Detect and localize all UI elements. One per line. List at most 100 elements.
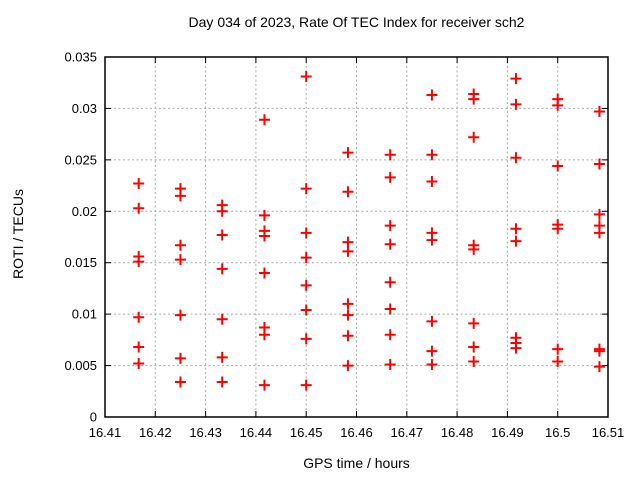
data-point-marker	[133, 358, 145, 370]
data-point-marker	[300, 333, 312, 345]
data-point-marker	[258, 329, 270, 341]
data-point-marker	[258, 114, 270, 126]
chart-title: Day 034 of 2023, Rate Of TEC Index for r…	[188, 14, 525, 30]
y-tick-label: 0.02	[72, 204, 97, 219]
data-point-marker	[426, 149, 438, 161]
data-point-marker	[342, 147, 354, 159]
data-point-marker	[174, 352, 186, 364]
x-tick-label: 16.44	[240, 425, 273, 440]
data-point-marker	[342, 245, 354, 257]
data-point-marker	[258, 267, 270, 279]
x-tick-label: 16.42	[139, 425, 172, 440]
plot-border	[104, 56, 609, 418]
data-point-marker	[133, 256, 145, 268]
data-point-marker	[510, 235, 522, 247]
x-tick-label: 16.45	[290, 425, 323, 440]
data-point-marker	[510, 342, 522, 354]
data-point-marker	[342, 186, 354, 198]
data-point-marker	[426, 234, 438, 246]
data-point-marker	[174, 376, 186, 388]
data-point-marker	[426, 315, 438, 327]
data-point-marker	[468, 93, 480, 105]
x-tick-label: 16.46	[340, 425, 373, 440]
y-tick-label: 0.035	[64, 50, 97, 65]
data-point-marker	[552, 160, 564, 172]
data-point-marker	[384, 303, 396, 315]
data-point-marker	[174, 254, 186, 266]
x-tick-label: 16.49	[491, 425, 524, 440]
y-tick-label: 0.03	[72, 101, 97, 116]
data-point-marker	[216, 229, 228, 241]
data-point-marker	[426, 345, 438, 357]
data-point-marker	[593, 106, 605, 118]
y-tick-label: 0.025	[64, 152, 97, 167]
data-point-marker	[342, 360, 354, 372]
data-point-marker	[384, 171, 396, 183]
data-point-marker	[426, 175, 438, 187]
data-point-marker	[300, 227, 312, 239]
data-point-marker	[593, 158, 605, 170]
data-point-marker	[593, 345, 605, 357]
data-point-marker	[342, 330, 354, 342]
y-tick-label: 0.005	[64, 358, 97, 373]
data-point-marker	[342, 298, 354, 310]
data-point-marker	[300, 379, 312, 391]
data-point-marker	[258, 379, 270, 391]
data-point-marker	[384, 359, 396, 371]
data-point-marker	[426, 359, 438, 371]
data-point-marker	[384, 329, 396, 341]
data-point-marker	[216, 263, 228, 275]
data-point-marker	[384, 276, 396, 288]
x-tick-label: 16.43	[189, 425, 222, 440]
data-point-marker	[174, 190, 186, 202]
data-point-marker	[468, 131, 480, 143]
data-point-marker	[133, 178, 145, 190]
data-point-marker	[216, 313, 228, 325]
y-tick-label: 0.015	[64, 255, 97, 270]
x-tick-label: 16.48	[441, 425, 474, 440]
data-point-marker	[300, 252, 312, 264]
x-tick-label: 16.51	[592, 425, 625, 440]
x-tick-label: 16.47	[391, 425, 424, 440]
data-point-marker	[468, 341, 480, 353]
data-point-marker	[552, 99, 564, 111]
x-tick-label: 16.5	[545, 425, 570, 440]
y-tick-label: 0.01	[72, 307, 97, 322]
data-point-marker	[216, 205, 228, 217]
data-point-marker	[300, 279, 312, 291]
data-point-marker	[216, 351, 228, 363]
data-point-marker	[300, 304, 312, 316]
data-point-marker	[510, 223, 522, 235]
data-point-marker	[468, 355, 480, 367]
x-axis-label: GPS time / hours	[303, 455, 410, 471]
data-point-marker	[468, 317, 480, 329]
data-point-marker	[258, 209, 270, 221]
data-point-marker	[593, 208, 605, 220]
data-point-marker	[510, 98, 522, 110]
x-tick-label: 16.41	[89, 425, 122, 440]
data-point-marker	[300, 183, 312, 195]
data-point-marker	[300, 71, 312, 83]
data-point-marker	[552, 355, 564, 367]
data-point-marker	[593, 227, 605, 239]
data-point-marker	[133, 341, 145, 353]
data-point-marker	[468, 243, 480, 255]
data-point-marker	[552, 343, 564, 355]
data-point-marker	[384, 238, 396, 250]
data-point-marker	[426, 89, 438, 101]
data-point-marker	[342, 309, 354, 321]
data-point-marker	[258, 230, 270, 242]
data-point-marker	[510, 73, 522, 85]
data-point-marker	[552, 223, 564, 235]
data-point-marker	[216, 376, 228, 388]
data-point-marker	[384, 220, 396, 232]
data-point-marker	[384, 149, 396, 161]
data-point-marker	[174, 309, 186, 321]
data-point-marker	[342, 236, 354, 248]
data-point-marker	[593, 361, 605, 373]
y-tick-label: 0	[90, 410, 97, 425]
data-point-marker	[133, 202, 145, 214]
data-point-marker	[174, 239, 186, 251]
